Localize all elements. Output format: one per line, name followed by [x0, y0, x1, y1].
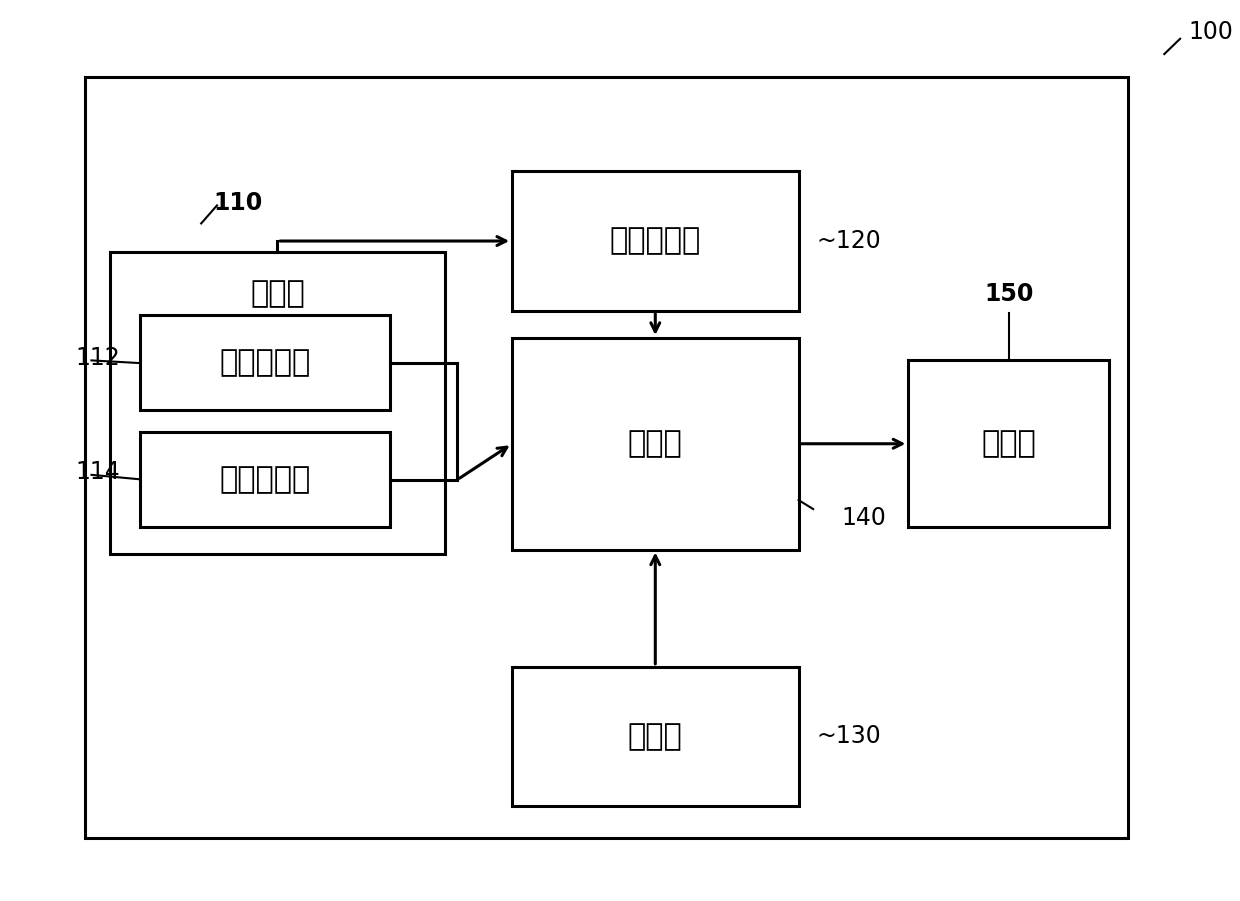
FancyBboxPatch shape: [512, 667, 799, 806]
Text: 输出部: 输出部: [982, 429, 1037, 459]
Text: 110: 110: [213, 191, 263, 214]
Text: ~130: ~130: [817, 724, 882, 748]
FancyBboxPatch shape: [109, 252, 445, 554]
Text: 112: 112: [76, 346, 120, 369]
Text: 150: 150: [985, 282, 1034, 306]
FancyBboxPatch shape: [512, 171, 799, 311]
Text: 输入部: 输入部: [627, 722, 683, 751]
Text: 114: 114: [76, 460, 120, 484]
Text: ~120: ~120: [817, 229, 882, 252]
Text: 压力传感器: 压力传感器: [219, 465, 311, 495]
Text: 140: 140: [841, 506, 887, 530]
FancyBboxPatch shape: [86, 77, 1127, 838]
Text: 角度传感器: 角度传感器: [219, 348, 311, 378]
Text: 100: 100: [1189, 20, 1234, 43]
FancyBboxPatch shape: [140, 315, 391, 410]
FancyBboxPatch shape: [512, 338, 799, 550]
Text: 系数算出部: 系数算出部: [610, 226, 701, 256]
FancyBboxPatch shape: [140, 432, 391, 527]
Text: 测量部: 测量部: [250, 279, 305, 308]
Text: 运算部: 运算部: [627, 429, 683, 459]
FancyBboxPatch shape: [908, 360, 1110, 527]
